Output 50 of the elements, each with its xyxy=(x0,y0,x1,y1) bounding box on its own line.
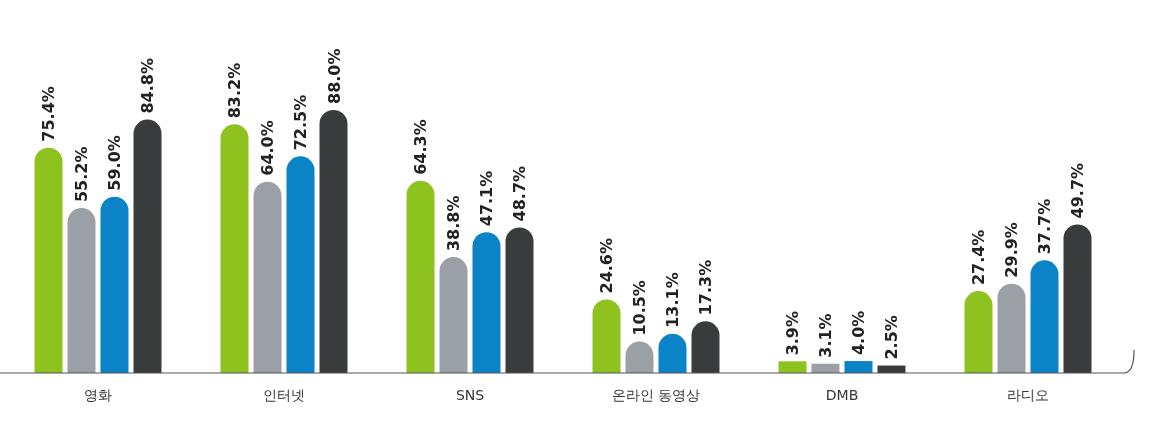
bar xyxy=(253,181,282,373)
bar xyxy=(319,110,348,373)
bar xyxy=(100,196,129,373)
data-label: 24.6% xyxy=(597,237,617,294)
data-label: 88.0% xyxy=(324,48,344,104)
data-label: 49.7% xyxy=(1068,162,1088,219)
x-tick-label: 라디오 xyxy=(1007,387,1049,403)
data-label: 83.2% xyxy=(225,62,245,119)
data-label: 17.3% xyxy=(696,259,716,316)
data-label: 72.5% xyxy=(291,94,311,151)
x-tick-label: 인터넷 xyxy=(263,387,305,403)
bar xyxy=(964,291,993,373)
bar xyxy=(220,124,249,373)
data-label: 48.7% xyxy=(510,165,530,222)
x-tick-label: DMB xyxy=(825,387,859,403)
data-label: 2.5% xyxy=(882,315,902,360)
bar xyxy=(997,283,1026,373)
x-tick-label: 영화 xyxy=(84,387,112,403)
bar xyxy=(472,232,501,373)
bar xyxy=(133,119,162,373)
data-label: 3.9% xyxy=(783,310,803,356)
data-label: 10.5% xyxy=(630,280,650,336)
bar xyxy=(691,321,720,373)
data-label: 64.0% xyxy=(258,120,278,176)
data-label: 55.2% xyxy=(72,146,92,203)
data-label: 38.8% xyxy=(444,195,464,252)
x-tick-label: 온라인 동영상 xyxy=(611,387,701,403)
bar xyxy=(1030,260,1059,373)
bar xyxy=(505,227,534,373)
bar xyxy=(592,299,621,373)
bar xyxy=(844,361,873,373)
bar xyxy=(67,208,96,373)
bar xyxy=(1063,224,1092,373)
data-label: 29.9% xyxy=(1002,222,1022,278)
bar xyxy=(439,257,468,373)
bar xyxy=(778,361,807,373)
data-label: 64.3% xyxy=(411,119,431,175)
bar xyxy=(406,180,435,373)
data-label: 13.1% xyxy=(663,272,683,328)
data-label: 84.8% xyxy=(138,58,158,114)
data-label: 3.1% xyxy=(816,313,836,358)
bar xyxy=(34,147,63,373)
data-label: 27.4% xyxy=(969,229,989,286)
data-label: 37.7% xyxy=(1035,198,1055,255)
bar xyxy=(286,156,315,373)
x-tick-label: SNS xyxy=(455,387,485,403)
data-label: 75.4% xyxy=(39,86,59,142)
data-label: 59.0% xyxy=(105,135,125,191)
data-label: 4.0% xyxy=(849,310,869,356)
data-label: 47.1% xyxy=(477,170,497,227)
